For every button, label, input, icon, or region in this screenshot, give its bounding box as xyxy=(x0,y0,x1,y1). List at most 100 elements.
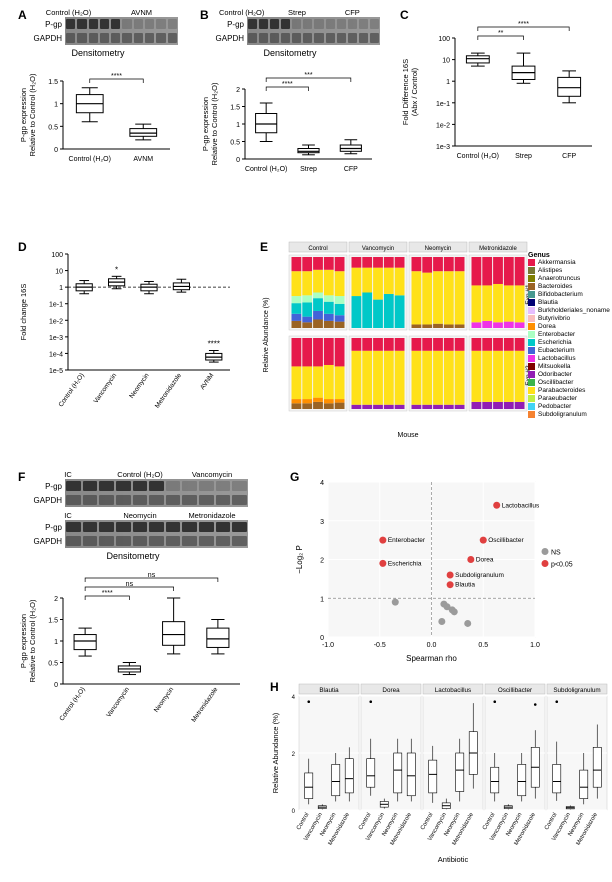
svg-text:****: **** xyxy=(282,81,293,88)
panel-b: B Control (H₂O)StrepCFPP-gpGAPDH Densito… xyxy=(200,8,380,201)
svg-text:Oscillibacter: Oscillibacter xyxy=(488,537,524,544)
svg-text:Control (H₂O): Control (H₂O) xyxy=(245,166,287,173)
svg-text:Relative Abundance (%): Relative Abundance (%) xyxy=(271,712,280,793)
svg-text:Control: Control xyxy=(308,246,327,252)
svg-text:ns: ns xyxy=(126,581,134,588)
svg-text:1e-3: 1e-3 xyxy=(436,144,450,151)
svg-text:1.0: 1.0 xyxy=(530,642,540,649)
svg-text:0: 0 xyxy=(54,147,58,154)
svg-text:Spearman rho: Spearman rho xyxy=(406,654,457,663)
svg-text:Subdoligranulum: Subdoligranulum xyxy=(455,572,504,579)
svg-text:0.5: 0.5 xyxy=(478,642,488,649)
panel-c-boxplot: 1e-31e-21e-1110100Fold Difference 16S(Ab… xyxy=(400,8,600,188)
panel-b-label: B xyxy=(200,8,209,22)
svg-text:1.5: 1.5 xyxy=(230,105,240,112)
panel-b-boxplot: 00.511.52P-gp expressionRelative to Cont… xyxy=(200,61,380,201)
panel-b-blot: Control (H₂O)StrepCFPP-gpGAPDH xyxy=(214,8,380,45)
svg-text:0.5: 0.5 xyxy=(48,661,58,668)
svg-text:0: 0 xyxy=(292,809,296,815)
svg-text:Metronidazole: Metronidazole xyxy=(190,686,219,724)
svg-text:Neomycin: Neomycin xyxy=(153,686,176,714)
svg-text:2: 2 xyxy=(292,752,296,758)
svg-text:P-gp expressionRelative to Con: P-gp expressionRelative to Control (H₂O) xyxy=(19,599,37,682)
svg-text:0.5: 0.5 xyxy=(48,124,58,131)
svg-text:Fold Difference 16S(Abx / Cont: Fold Difference 16S(Abx / Control) xyxy=(401,59,419,125)
svg-text:0: 0 xyxy=(54,682,58,689)
svg-text:Neomycin: Neomycin xyxy=(128,372,151,400)
svg-text:Dorea: Dorea xyxy=(476,557,494,564)
svg-text:AVNM: AVNM xyxy=(133,156,153,163)
svg-text:−Log₂ P: −Log₂ P xyxy=(295,545,304,574)
svg-text:1.5: 1.5 xyxy=(48,79,58,86)
svg-text:1: 1 xyxy=(54,639,58,646)
panel-f-blot: ICControl (H₂O)VancomycinP-gpGAPDHICNeom… xyxy=(32,470,248,548)
svg-text:Relative Abundance (%): Relative Abundance (%) xyxy=(263,297,270,372)
svg-text:Lactobacillus: Lactobacillus xyxy=(435,687,471,694)
svg-text:Blautia: Blautia xyxy=(455,582,475,589)
svg-text:1: 1 xyxy=(446,79,450,86)
panel-b-dens-title: Densitometry xyxy=(200,48,380,58)
svg-text:Dorea: Dorea xyxy=(382,687,400,694)
svg-text:0: 0 xyxy=(236,157,240,164)
panel-a: A Control (H₂O)AVNMP-gpGAPDH Densitometr… xyxy=(18,8,178,191)
svg-text:***: *** xyxy=(304,72,312,79)
svg-text:1: 1 xyxy=(320,596,324,603)
svg-text:Escherichia: Escherichia xyxy=(388,560,422,567)
svg-text:-0.5: -0.5 xyxy=(374,642,386,649)
svg-text:Strep: Strep xyxy=(300,166,317,173)
svg-text:4: 4 xyxy=(320,480,324,487)
panel-e: E ControlVancomycinNeomycinMetronidazole… xyxy=(260,240,610,440)
svg-text:****: **** xyxy=(102,590,113,597)
svg-text:1: 1 xyxy=(54,102,58,109)
panel-g-volcano: -1.0-0.50.00.51.001234LactobacillusEnter… xyxy=(290,470,585,665)
svg-text:****: **** xyxy=(111,73,122,80)
svg-text:Strep: Strep xyxy=(515,153,532,160)
svg-text:Control (H₂O): Control (H₂O) xyxy=(457,153,499,160)
svg-text:1e-3: 1e-3 xyxy=(49,335,63,342)
svg-text:Control (H₂O): Control (H₂O) xyxy=(58,372,86,408)
svg-text:1e-2: 1e-2 xyxy=(436,122,450,129)
panel-d-boxplot: 1e-51e-41e-31e-21e-1110100Fold change 16… xyxy=(18,240,238,430)
svg-text:Antibiotic: Antibiotic xyxy=(438,855,469,864)
panel-a-blot: Control (H₂O)AVNMP-gpGAPDH xyxy=(32,8,178,45)
svg-text:CFP: CFP xyxy=(344,166,358,173)
panel-f-label: F xyxy=(18,470,25,484)
svg-text:0.5: 0.5 xyxy=(230,140,240,147)
panel-c-label: C xyxy=(400,8,409,22)
svg-text:**: ** xyxy=(498,30,504,37)
svg-text:Control (H₂O): Control (H₂O) xyxy=(58,686,86,722)
svg-text:4: 4 xyxy=(292,695,296,701)
svg-text:Vancomycin: Vancomycin xyxy=(362,246,394,252)
panel-f: F ICControl (H₂O)VancomycinP-gpGAPDHICNe… xyxy=(18,470,248,744)
svg-text:P-gp expressionRelative to Con: P-gp expressionRelative to Control (H₂O) xyxy=(19,73,37,156)
svg-text:Vancomycin: Vancomycin xyxy=(92,372,118,405)
panel-g: G -1.0-0.50.00.51.001234LactobacillusEnt… xyxy=(290,470,585,665)
svg-text:Subdoligranulum: Subdoligranulum xyxy=(553,687,600,694)
panel-f-dens-title: Densitometry xyxy=(18,551,248,561)
svg-text:0: 0 xyxy=(320,635,324,642)
svg-text:Enterobacter: Enterobacter xyxy=(388,537,426,544)
svg-text:1e-2: 1e-2 xyxy=(49,318,63,325)
panel-h: H Relative Abundance (%)Blautia024Contro… xyxy=(270,680,610,865)
svg-text:1e-4: 1e-4 xyxy=(49,351,63,358)
svg-text:ns: ns xyxy=(148,572,156,579)
panel-e-stacked: ControlVancomycinNeomycinMetronidazoleEx… xyxy=(260,240,530,440)
svg-text:1e-5: 1e-5 xyxy=(49,368,63,375)
panel-g-label: G xyxy=(290,470,299,484)
svg-text:1.5: 1.5 xyxy=(48,618,58,625)
svg-text:Mouse: Mouse xyxy=(397,432,418,439)
svg-text:****: **** xyxy=(518,21,529,28)
svg-text:Lactobacillus: Lactobacillus xyxy=(502,502,540,509)
svg-text:****: **** xyxy=(208,340,220,349)
svg-text:Control (H₂O): Control (H₂O) xyxy=(69,156,111,163)
svg-text:100: 100 xyxy=(438,36,450,43)
svg-text:100: 100 xyxy=(51,252,63,259)
panel-d: D 1e-51e-41e-31e-21e-1110100Fold change … xyxy=(18,240,238,430)
svg-text:p<0.05: p<0.05 xyxy=(551,562,573,569)
svg-text:0.0: 0.0 xyxy=(427,642,437,649)
svg-text:-1.0: -1.0 xyxy=(322,642,334,649)
svg-text:1: 1 xyxy=(236,122,240,129)
panel-e-legend: GenusAkkermansiaAlistipesAnaerotruncusBa… xyxy=(528,252,610,419)
svg-text:Neomycin: Neomycin xyxy=(425,246,452,252)
svg-text:1: 1 xyxy=(59,285,63,292)
